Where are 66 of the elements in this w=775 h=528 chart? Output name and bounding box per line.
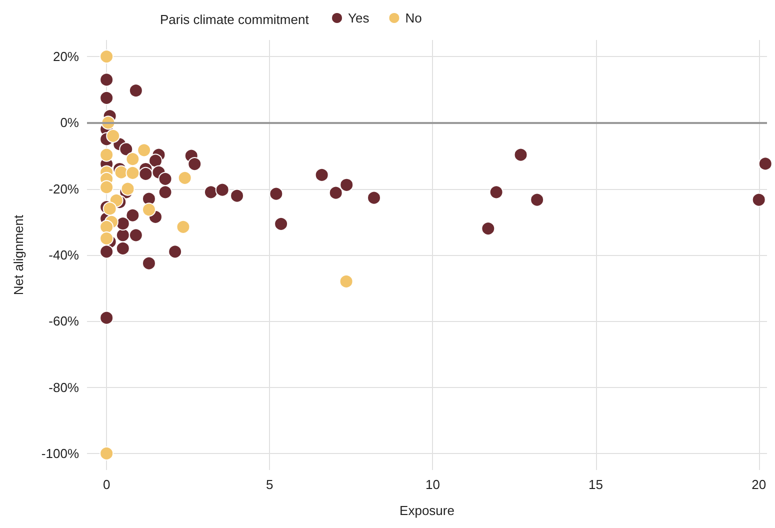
point xyxy=(758,156,772,171)
point xyxy=(126,208,140,222)
point xyxy=(158,185,172,200)
point xyxy=(100,72,114,87)
point xyxy=(274,216,288,231)
legend-title: Paris climate commitment xyxy=(160,12,310,27)
x-tick-label: 10 xyxy=(425,477,440,492)
legend-label: No xyxy=(405,10,422,26)
point xyxy=(314,168,329,182)
point xyxy=(100,220,114,234)
point xyxy=(100,231,114,246)
point xyxy=(114,165,128,180)
point xyxy=(176,220,190,234)
point xyxy=(100,180,114,194)
point xyxy=(340,178,354,192)
point xyxy=(120,182,135,196)
x-tick-label: 0 xyxy=(102,477,110,492)
point xyxy=(116,241,130,256)
x-tick-label: 5 xyxy=(266,477,274,492)
point xyxy=(481,222,496,236)
point xyxy=(168,244,182,259)
x-tick-label: 20 xyxy=(752,477,766,492)
point xyxy=(367,190,381,205)
y-tick-label: -80% xyxy=(48,380,80,395)
point xyxy=(100,446,114,460)
point xyxy=(142,202,156,217)
point xyxy=(215,182,230,197)
point xyxy=(530,192,544,207)
y-axis-title: Net alignment xyxy=(11,214,26,296)
point xyxy=(126,152,140,166)
point xyxy=(204,185,218,200)
x-axis-title: Exposure xyxy=(400,503,454,518)
point xyxy=(188,157,202,172)
point xyxy=(514,148,528,162)
point xyxy=(269,186,284,201)
point xyxy=(489,185,504,200)
y-tick-label: 20% xyxy=(52,49,80,64)
point xyxy=(148,154,162,168)
point xyxy=(126,166,140,180)
point xyxy=(339,274,354,288)
point xyxy=(137,143,152,158)
y-tick-label: -40% xyxy=(48,248,80,262)
point xyxy=(116,216,130,231)
y-tick-label: 0% xyxy=(60,115,80,130)
point xyxy=(178,170,192,185)
point xyxy=(100,310,114,325)
point xyxy=(158,172,172,186)
y-tick-label: -60% xyxy=(48,314,80,329)
point xyxy=(142,256,156,270)
y-tick-label: -20% xyxy=(48,181,80,196)
point xyxy=(230,188,244,203)
y-tick-label: -100% xyxy=(41,446,80,461)
x-tick-label: 15 xyxy=(588,477,604,492)
point xyxy=(128,228,143,242)
legend-label: Yes xyxy=(348,10,370,26)
point xyxy=(106,128,120,143)
point xyxy=(138,166,153,181)
point xyxy=(119,142,134,156)
point xyxy=(102,202,117,216)
point xyxy=(100,148,114,162)
point xyxy=(100,50,114,64)
point xyxy=(100,244,114,259)
point xyxy=(100,90,114,105)
point xyxy=(752,192,766,207)
point xyxy=(328,186,343,200)
point xyxy=(128,84,143,98)
